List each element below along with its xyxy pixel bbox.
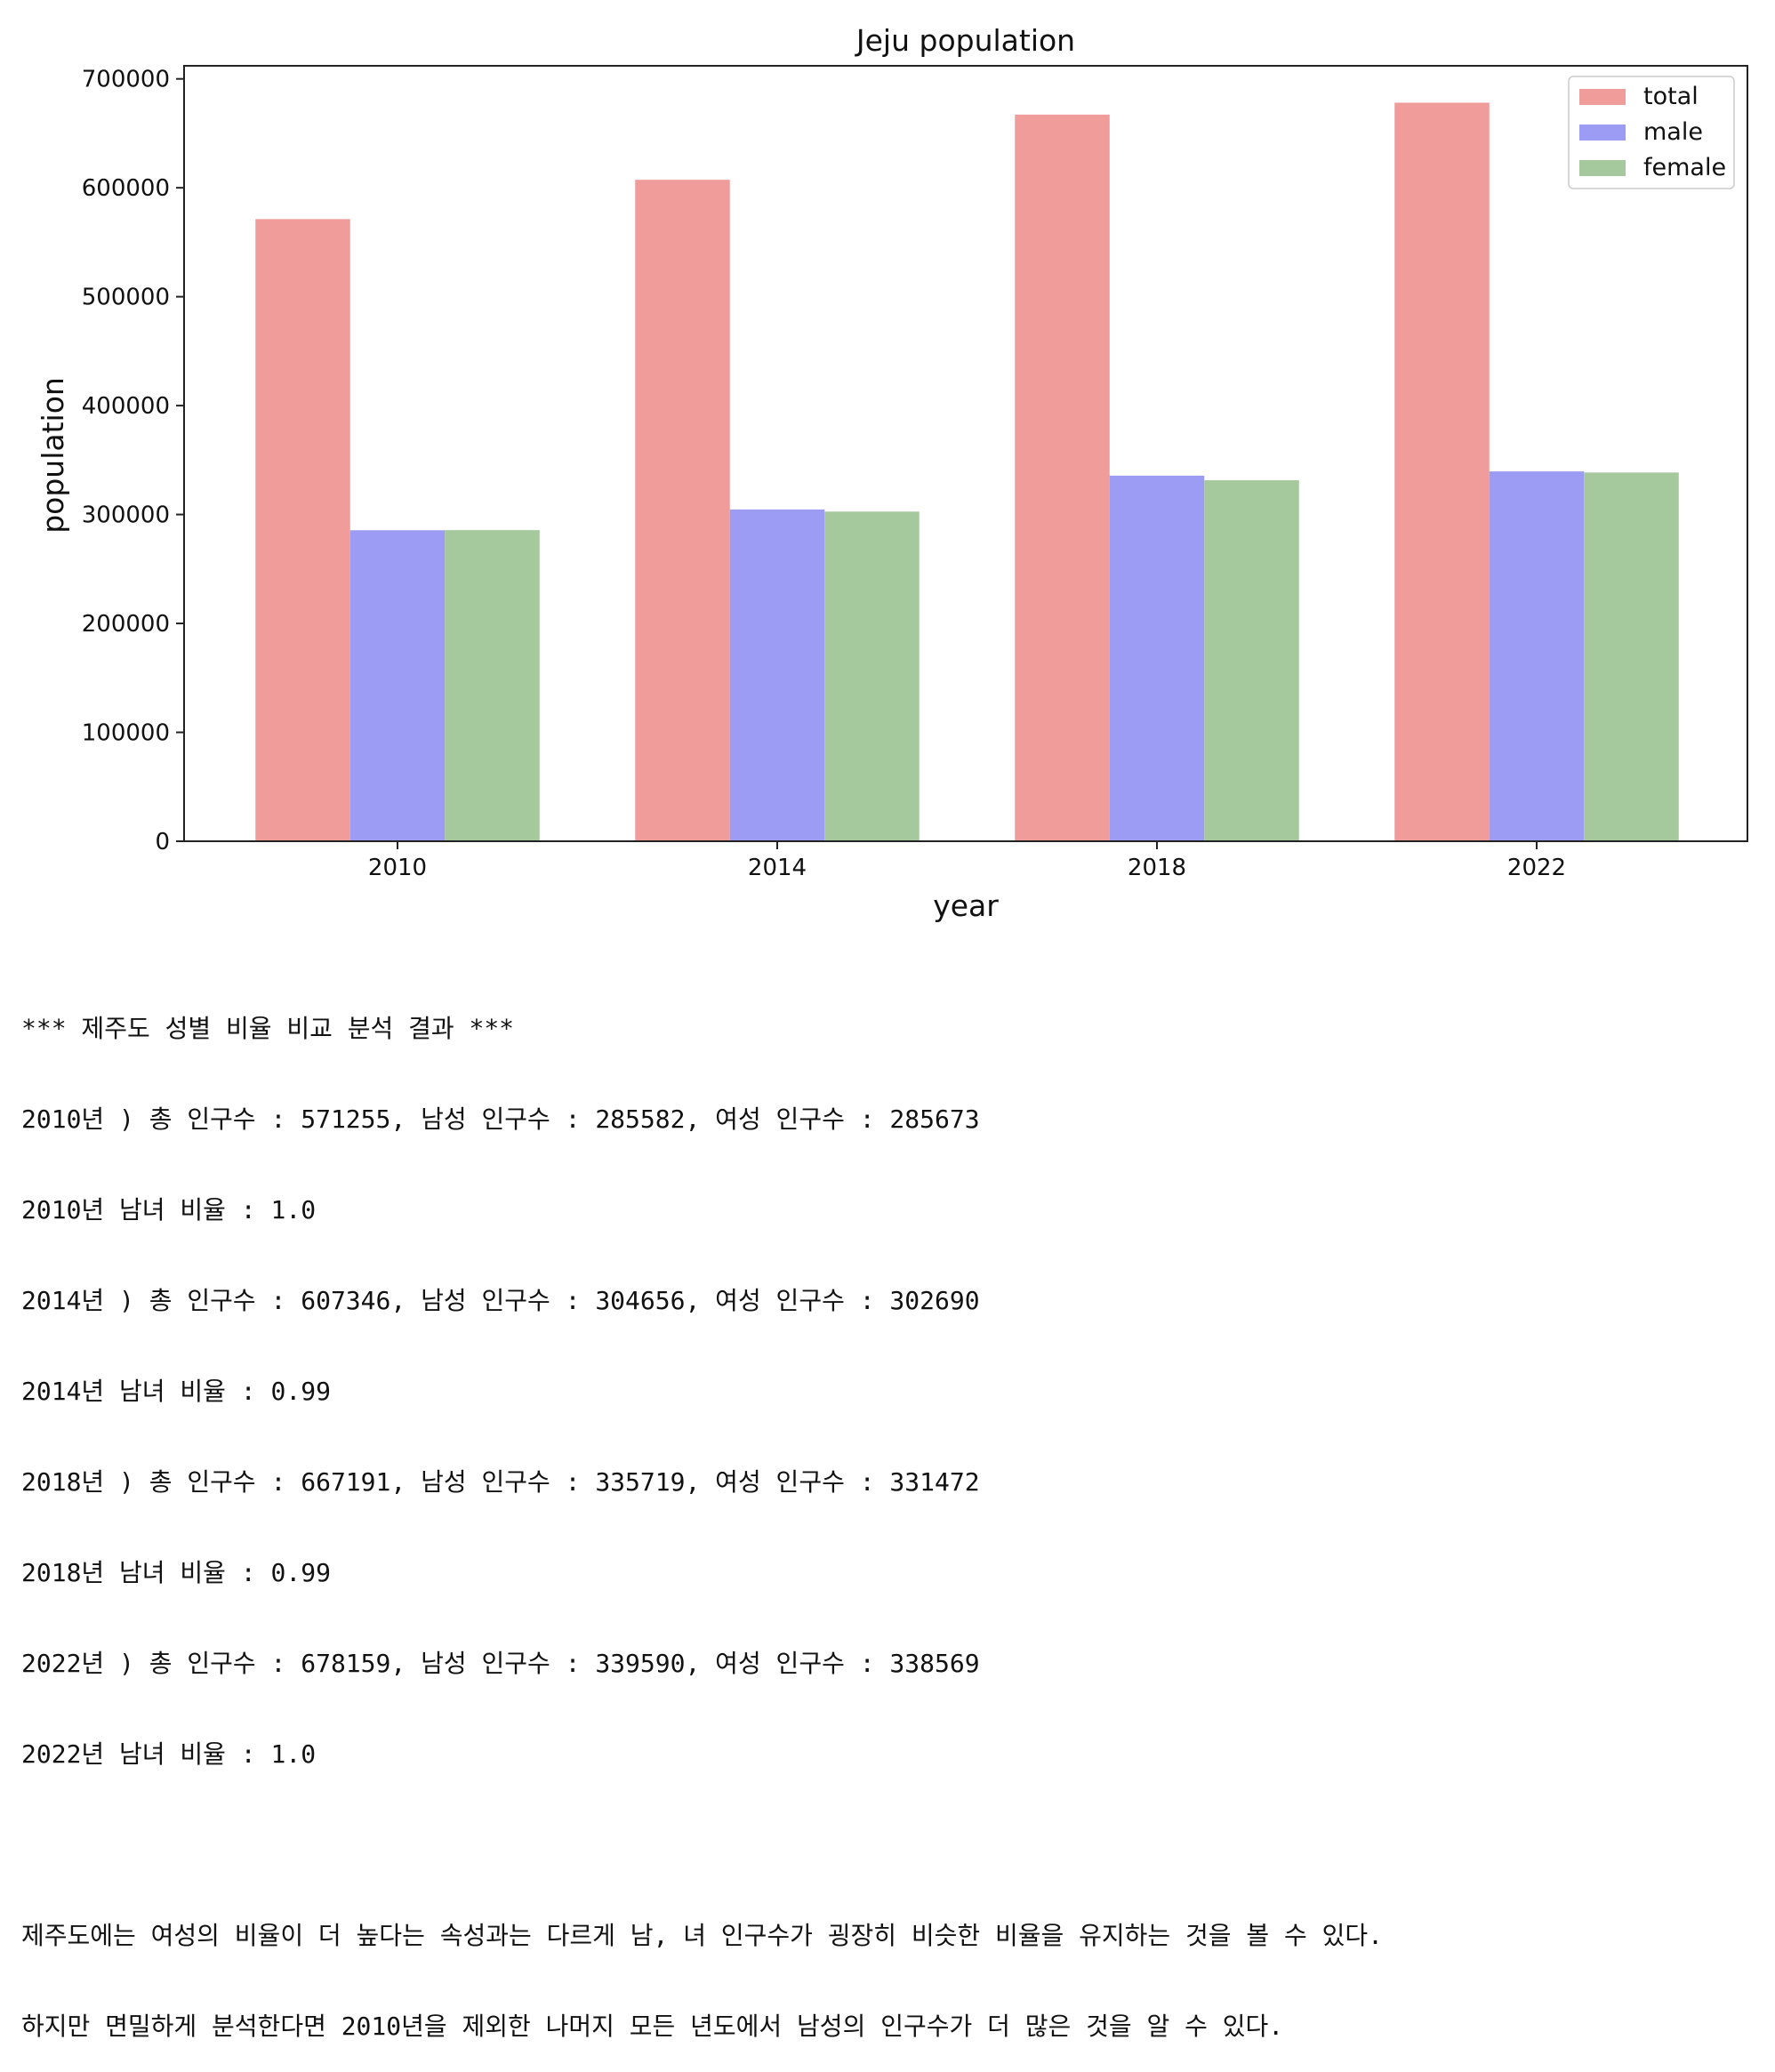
legend-label-male: male bbox=[1643, 118, 1703, 146]
y-tick-label: 500000 bbox=[82, 285, 170, 311]
spacer bbox=[21, 1830, 1755, 1860]
bar-total-2018 bbox=[1015, 114, 1110, 842]
chart-area: 0 100000 200000 300000 400000 500000 600000 700… bbox=[0, 0, 1775, 934]
analysis-output: *** 제주도 성별 비율 비교 분석 결과 *** 2010년 ) 총 인구수… bbox=[21, 953, 1755, 2072]
legend-label-female: female bbox=[1643, 154, 1726, 181]
bar-male-2018 bbox=[1109, 475, 1205, 841]
x-axis: 2010 2014 2018 2022 bbox=[368, 841, 1566, 881]
output-line: 2022년 남녀 비율 : 1.0 bbox=[21, 1739, 317, 1769]
y-axis-label: population bbox=[36, 377, 70, 534]
output-header: *** 제주도 성별 비율 비교 분석 결과 *** bbox=[21, 1014, 515, 1043]
x-axis-label: year bbox=[933, 888, 999, 923]
output-line: 2014년 ) 총 인구수 : 607346, 남성 인구수 : 304656,… bbox=[21, 1286, 980, 1315]
y-axis: 0 100000 200000 300000 400000 500000 600000 700… bbox=[82, 67, 184, 855]
chart-title: Jeju population bbox=[855, 23, 1075, 58]
conclusion-line: 제주도에는 여성의 비율이 더 높다는 속성과는 다르게 남, 녀 인구수가 굉… bbox=[21, 1921, 1384, 1950]
bar-total-2014 bbox=[635, 180, 730, 841]
y-tick-label: 0 bbox=[155, 829, 170, 855]
x-tick-label: 2018 bbox=[1128, 855, 1186, 881]
plot-frame bbox=[183, 65, 1748, 842]
bar-male-2014 bbox=[729, 509, 825, 841]
bar-female-2014 bbox=[824, 511, 920, 841]
y-tick-label: 600000 bbox=[82, 175, 170, 202]
bar-chart: 0 100000 200000 300000 400000 500000 600000 700… bbox=[36, 23, 1748, 923]
y-tick-label: 200000 bbox=[82, 611, 170, 638]
y-tick-label: 700000 bbox=[82, 67, 170, 93]
y-tick-label: 300000 bbox=[82, 502, 170, 529]
legend-swatch-male bbox=[1579, 124, 1626, 141]
output-line: 2022년 ) 총 인구수 : 678159, 남성 인구수 : 339590,… bbox=[21, 1649, 980, 1678]
conclusion-line: 하지만 면밀하게 분석한다면 2010년을 제외한 나머지 모든 년도에서 남성… bbox=[21, 2012, 1284, 2041]
output-line: 2018년 남녀 비율 : 0.99 bbox=[21, 1558, 331, 1587]
y-tick-label: 100000 bbox=[82, 720, 170, 747]
legend-swatch-total bbox=[1579, 89, 1626, 105]
bar-female-2010 bbox=[445, 530, 540, 841]
y-tick-label: 400000 bbox=[82, 393, 170, 420]
legend: total male female bbox=[1568, 76, 1735, 189]
bar-total-2010 bbox=[255, 219, 350, 841]
bar-female-2022 bbox=[1584, 472, 1679, 841]
x-tick-label: 2022 bbox=[1507, 855, 1566, 881]
legend-swatch-female bbox=[1579, 160, 1626, 176]
bar-male-2010 bbox=[349, 530, 446, 841]
bar-total-2022 bbox=[1394, 102, 1490, 841]
output-line: 2014년 남녀 비율 : 0.99 bbox=[21, 1377, 331, 1406]
legend-label-total: total bbox=[1643, 83, 1699, 110]
bar-female-2018 bbox=[1204, 480, 1299, 841]
x-tick-label: 2010 bbox=[368, 855, 427, 881]
output-line: 2010년 남녀 비율 : 1.0 bbox=[21, 1195, 317, 1225]
output-line: 2018년 ) 총 인구수 : 667191, 남성 인구수 : 335719,… bbox=[21, 1467, 980, 1497]
bar-male-2022 bbox=[1489, 471, 1585, 841]
output-line: 2010년 ) 총 인구수 : 571255, 남성 인구수 : 285582,… bbox=[21, 1104, 980, 1134]
bars-layer bbox=[255, 102, 1679, 842]
x-tick-label: 2014 bbox=[748, 855, 807, 881]
